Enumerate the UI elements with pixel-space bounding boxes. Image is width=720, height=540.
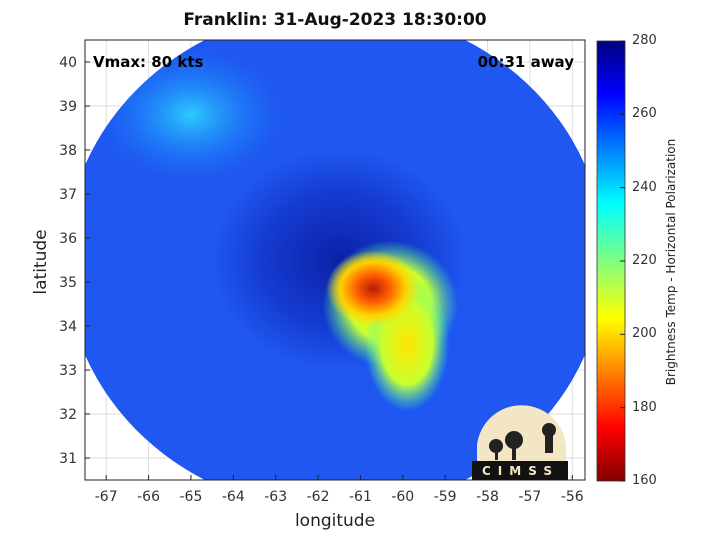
y-tick-label: 34 xyxy=(59,319,77,335)
colorbar-tick-label: 160 xyxy=(632,473,657,488)
x-tick-label: -59 xyxy=(434,489,457,505)
colorbar-tick-label: 240 xyxy=(632,179,657,195)
y-tick-label: 40 xyxy=(59,55,77,71)
x-tick-label: -63 xyxy=(264,489,287,505)
y-tick-label: 36 xyxy=(59,231,77,247)
y-tick-label: 32 xyxy=(59,407,77,423)
colorbar-label: Brightness Temp - Horizontal Polarizatio… xyxy=(664,138,678,386)
y-axis-label: latitude xyxy=(31,229,51,295)
y-axis: 31 32 33 34 35 36 37 38 39 40 xyxy=(59,55,90,467)
x-tick-label: -64 xyxy=(222,489,245,505)
colorbar xyxy=(596,40,626,482)
vmax-annotation: Vmax: 80 kts xyxy=(93,53,204,71)
y-tick-label: 33 xyxy=(59,363,77,379)
microwave-swath xyxy=(85,40,585,480)
x-tick-label: -67 xyxy=(95,489,118,505)
eye-core-feature xyxy=(326,250,420,327)
y-tick-label: 38 xyxy=(59,143,77,159)
x-tick-label: -57 xyxy=(518,489,541,505)
x-tick-label: -60 xyxy=(391,489,414,505)
colorbar-tick-label: 180 xyxy=(632,399,657,415)
logo-text: CIMSS xyxy=(482,464,559,478)
x-tick-label: -58 xyxy=(476,489,499,505)
x-tick-label: -61 xyxy=(349,489,372,505)
x-tick-label: -66 xyxy=(137,489,160,505)
cimss-logo xyxy=(472,405,568,480)
y-tick-label: 35 xyxy=(59,275,77,291)
colorbar-tick-label: 200 xyxy=(632,326,657,342)
x-axis-label: longitude xyxy=(294,511,376,531)
y-tick-label: 31 xyxy=(59,451,77,467)
x-tick-label: -65 xyxy=(179,489,202,505)
time-away-annotation: 00:31 away xyxy=(477,53,574,71)
colorbar-tick-label: 280 xyxy=(632,33,657,48)
y-tick-label: 39 xyxy=(59,99,77,115)
colorbar-tick-label: 220 xyxy=(632,253,657,268)
x-tick-label: -62 xyxy=(307,489,330,505)
x-tick-label: -56 xyxy=(561,489,584,505)
y-tick-label: 37 xyxy=(59,187,77,203)
chart-title: Franklin: 31-Aug-2023 18:30:00 xyxy=(183,10,487,30)
x-axis: -67 -66 -65 -64 -63 -62 -61 -60 -59 -58 -57 -56 xyxy=(95,475,584,505)
colorbar-tick-label: 260 xyxy=(632,106,657,122)
